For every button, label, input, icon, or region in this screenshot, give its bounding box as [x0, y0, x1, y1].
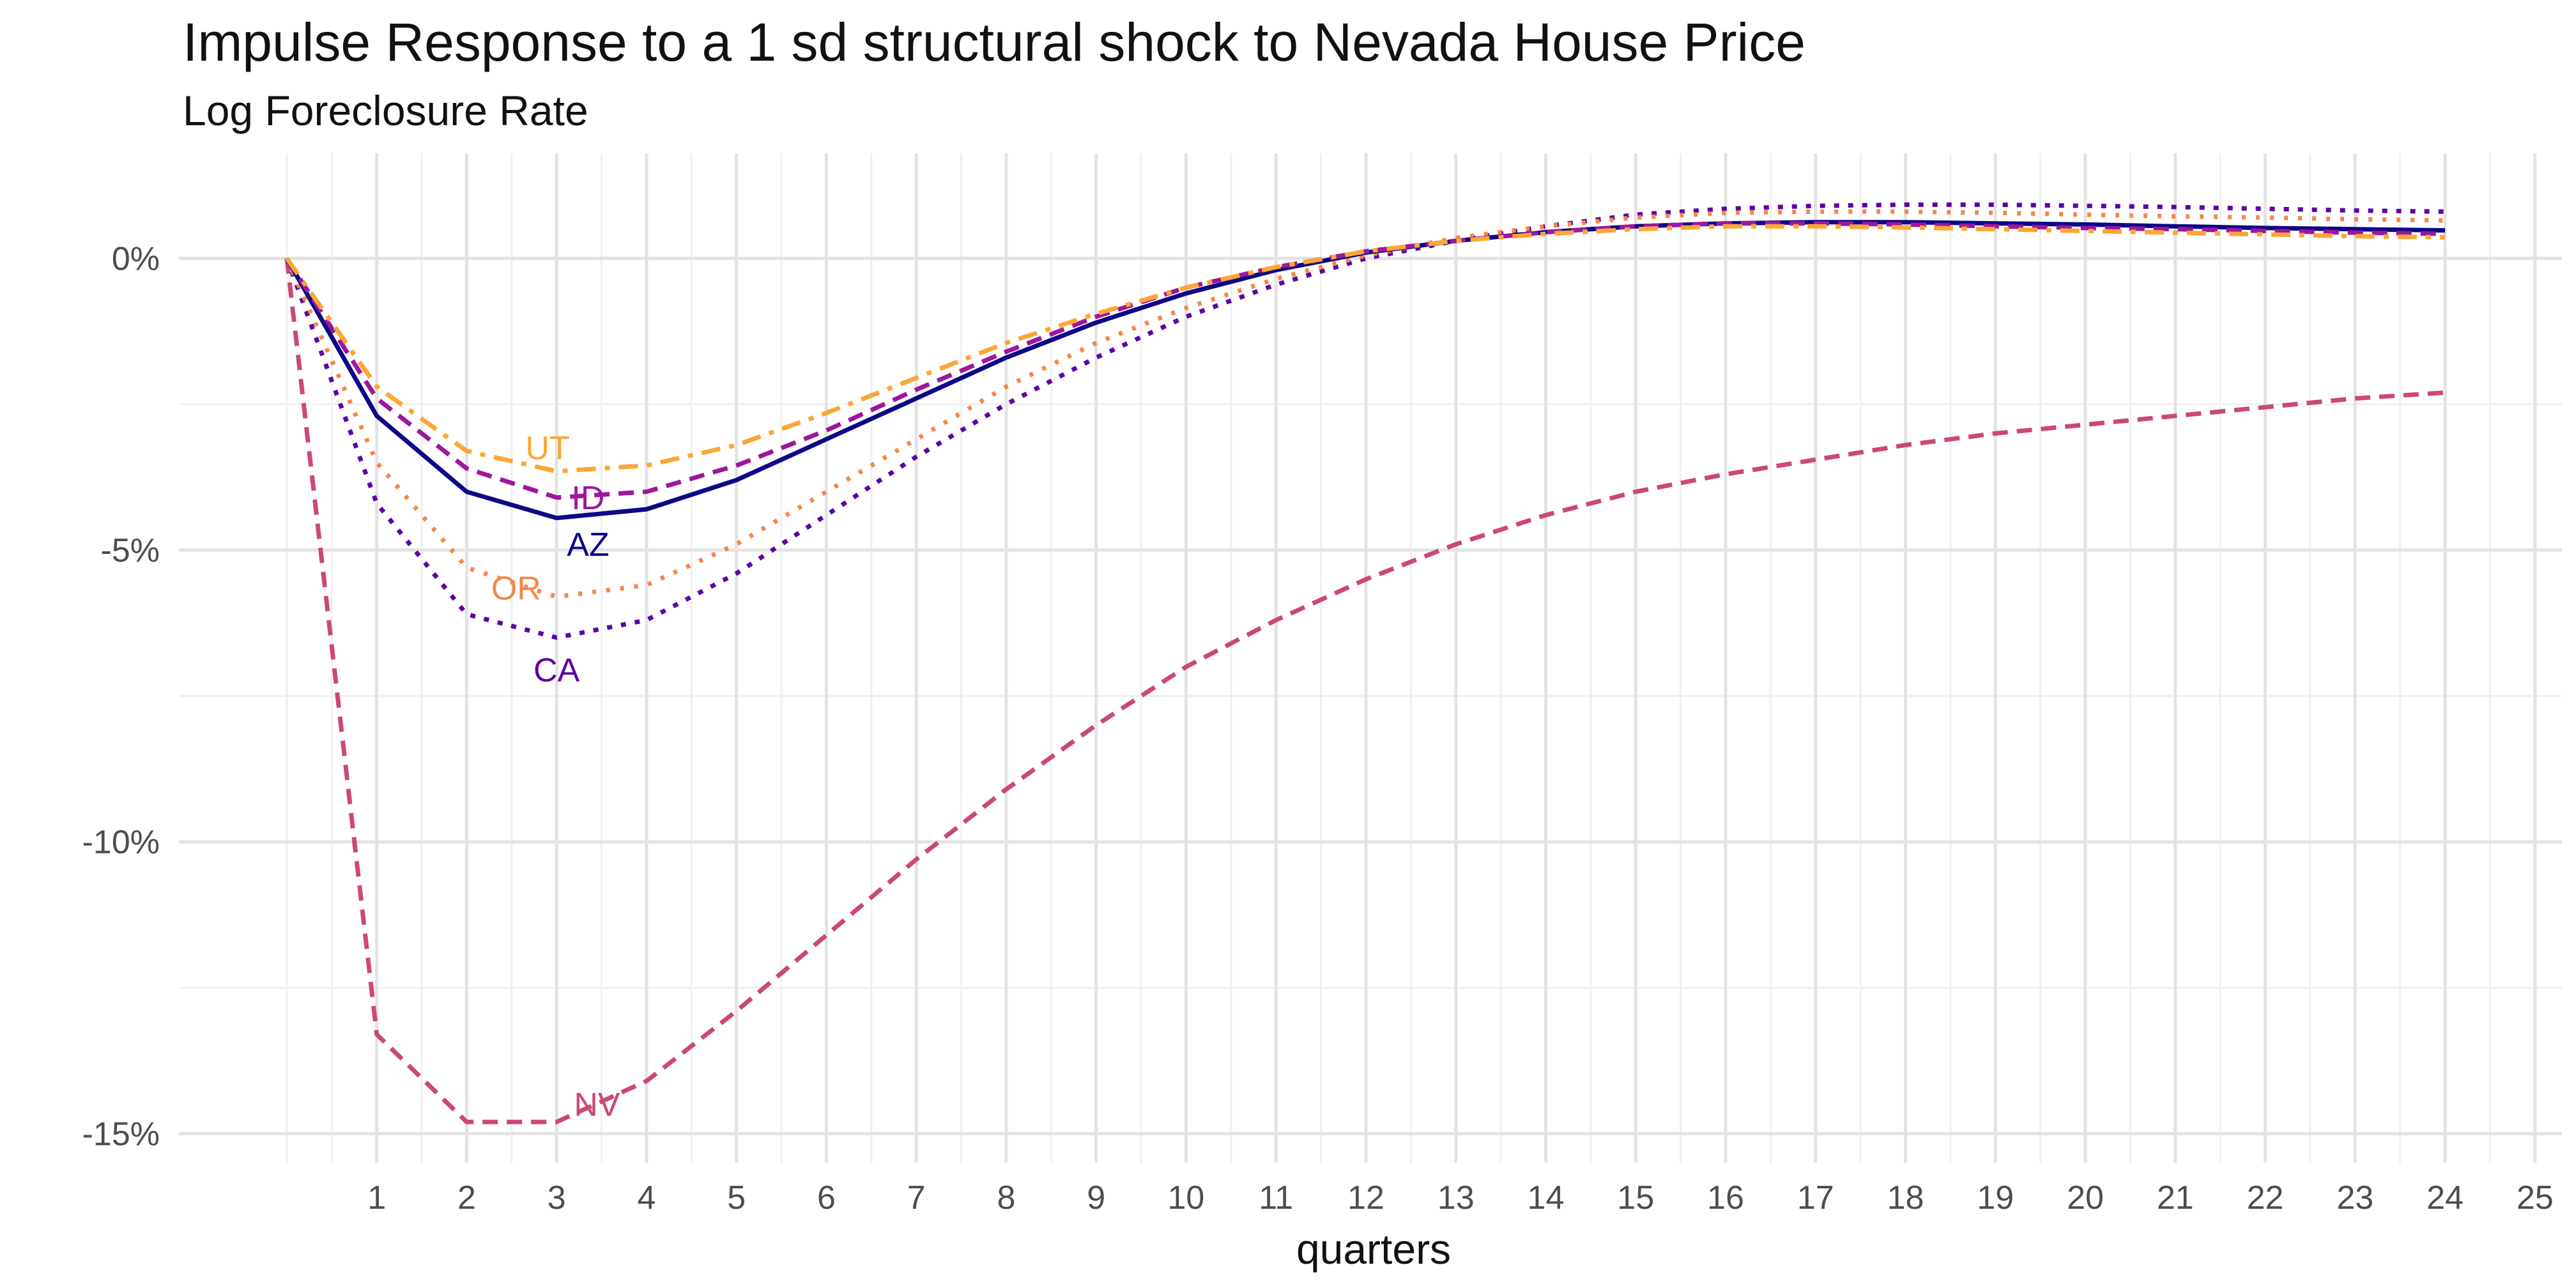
x-axis-ticks: 1 2 3 4 5 6 7 8 9 10 11 12 13 14 15 16 17 18 19 20 21 22 23 24 2… — [367, 1179, 2553, 1216]
series-label-id: ID — [571, 480, 604, 517]
series-label-or: OR — [491, 570, 541, 607]
x-tick-label: 21 — [2157, 1179, 2194, 1216]
x-tick-label: 16 — [1707, 1179, 1744, 1216]
x-tick-label: 24 — [2426, 1179, 2464, 1216]
chart-title: Impulse Response to a 1 sd structural sh… — [183, 12, 1805, 72]
x-tick-label: 20 — [2067, 1179, 2104, 1216]
grid-minor — [179, 153, 2562, 1163]
x-tick-label: 8 — [997, 1179, 1015, 1216]
series-label-az: AZ — [567, 526, 609, 564]
series-line-id — [284, 221, 2446, 500]
y-tick-label: -5% — [101, 532, 160, 569]
x-axis-title: quarters — [1296, 1225, 1451, 1273]
y-axis-ticks: 0% -5% -10% -15% — [82, 240, 160, 1153]
x-tick-label: 4 — [637, 1179, 656, 1216]
x-tick-label: 25 — [2517, 1179, 2554, 1216]
x-tick-label: 3 — [548, 1179, 566, 1216]
series-line-nv — [284, 257, 2446, 1124]
series-label-nv: NV — [574, 1087, 620, 1124]
x-tick-label: 18 — [1887, 1179, 1924, 1216]
x-tick-label: 6 — [817, 1179, 836, 1216]
y-tick-label: 0% — [112, 240, 160, 277]
y-tick-label: -15% — [82, 1116, 160, 1153]
x-tick-label: 22 — [2247, 1179, 2284, 1216]
x-tick-label: 11 — [1259, 1179, 1293, 1216]
x-tick-label: 2 — [457, 1179, 476, 1216]
x-tick-label: 23 — [2336, 1179, 2373, 1216]
series-lines — [284, 202, 2446, 1124]
x-tick-label: 19 — [1977, 1179, 2014, 1216]
chart-subtitle: Log Foreclosure Rate — [183, 87, 588, 134]
x-tick-label: 1 — [367, 1179, 386, 1216]
series-label-ca: CA — [533, 652, 580, 689]
x-tick-label: 14 — [1528, 1179, 1565, 1216]
x-tick-label: 10 — [1168, 1179, 1205, 1216]
x-tick-label: 17 — [1797, 1179, 1834, 1216]
y-tick-label: -10% — [82, 824, 160, 861]
x-tick-label: 5 — [727, 1179, 746, 1216]
x-tick-label: 9 — [1087, 1179, 1105, 1216]
series-label-ut: UT — [525, 430, 569, 467]
x-tick-label: 7 — [907, 1179, 926, 1216]
grid-major — [179, 153, 2562, 1163]
x-tick-label: 12 — [1347, 1179, 1384, 1216]
x-tick-label: 13 — [1438, 1179, 1475, 1216]
x-tick-label: 15 — [1617, 1179, 1654, 1216]
